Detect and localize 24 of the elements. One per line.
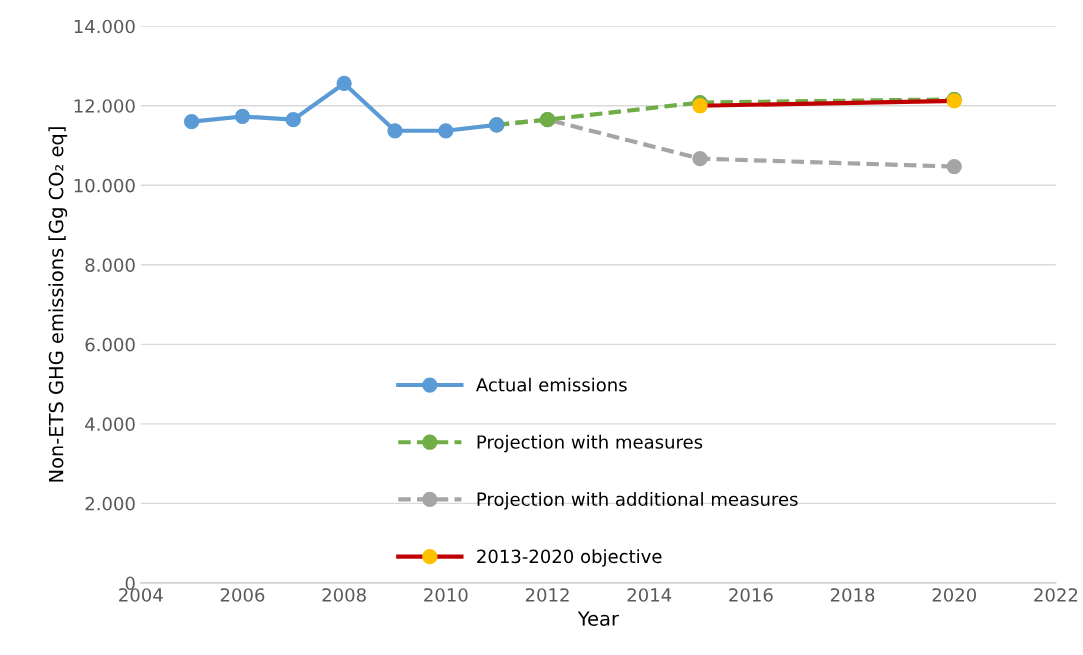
legend-label: Projection with additional measures [477, 492, 798, 510]
x-tick-label: 2022 [1034, 588, 1078, 602]
x-tick-label: 2010 [424, 588, 468, 602]
y-tick-label: 2.000 [85, 496, 135, 511]
legend-label: Actual emissions [476, 377, 627, 392]
x-tick-label: 2018 [830, 588, 875, 602]
y-axis-title: Non-ETS GHG emissions [Gg CO₂ eq] [48, 127, 68, 482]
y-tick-label: 6.000 [85, 337, 135, 352]
legend-label: 2013-2020 objective [477, 549, 662, 567]
x-tick-label: 2014 [627, 588, 672, 602]
y-tick-label: 4.000 [85, 417, 135, 431]
x-axis-title: Year [577, 611, 619, 626]
x-tick-label: 2008 [322, 588, 366, 602]
x-tick-label: 2012 [525, 588, 569, 602]
y-tick-label: 12.000 [74, 99, 135, 113]
x-tick-label: 2016 [729, 588, 773, 602]
x-tick-label: 2004 [119, 588, 163, 602]
x-tick-label: 2006 [220, 588, 265, 602]
legend-label: Projection with measures [477, 434, 703, 453]
y-tick-label: 10.000 [74, 178, 135, 193]
x-tick-label: 2020 [932, 588, 977, 602]
y-tick-label: 8.000 [85, 258, 135, 272]
y-tick-label: 0 [125, 576, 135, 591]
y-tick-label: 14.000 [74, 19, 135, 34]
